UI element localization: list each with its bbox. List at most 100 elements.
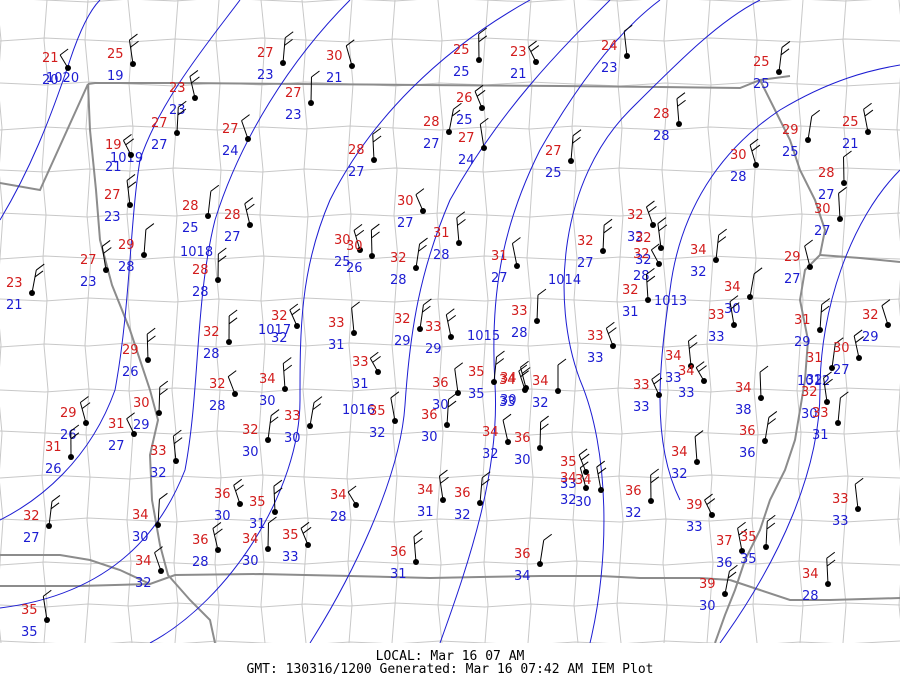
wind-barb-flag xyxy=(59,48,69,56)
wind-barb-staff xyxy=(146,334,149,361)
station-dewpoint: 27 xyxy=(814,224,831,239)
wind-barb-flag xyxy=(780,48,790,56)
wind-barb-flag xyxy=(540,415,549,423)
wind-barb-flag xyxy=(159,380,169,388)
station-temperature: 36 xyxy=(192,533,209,548)
wind-barb-flag xyxy=(246,203,255,211)
isobar-label: 1020 xyxy=(46,71,79,86)
wind-barb-staff xyxy=(419,304,424,330)
station-dot xyxy=(131,431,137,437)
station-temperature: 30 xyxy=(326,49,343,64)
wind-barb-flag xyxy=(439,469,448,477)
station-temperature: 32 xyxy=(390,251,407,266)
station-dewpoint: 28 xyxy=(653,129,670,144)
wind-barb-staff xyxy=(715,235,720,261)
station-dewpoint: 30 xyxy=(421,430,438,445)
wind-barb-flag xyxy=(781,41,791,48)
station-temperature: 29 xyxy=(60,406,77,421)
wind-barb-flag xyxy=(345,39,355,47)
station-temperature: 23 xyxy=(510,45,527,60)
wind-barb-flag xyxy=(422,305,431,313)
isobar-label: 1013 xyxy=(654,294,687,309)
wind-barb-staff xyxy=(749,273,755,298)
isobar-label: 1015 xyxy=(467,329,500,344)
station-temperature: 33 xyxy=(284,409,301,424)
station-dot xyxy=(865,129,871,135)
station-dewpoint: 29 xyxy=(425,342,442,357)
county-line xyxy=(258,0,266,643)
wind-barb-flag xyxy=(481,478,490,486)
station-dewpoint: 25 xyxy=(545,166,562,181)
wind-barb-staff xyxy=(456,217,460,244)
wind-barb-flag xyxy=(125,138,135,146)
station-dewpoint: 38 xyxy=(735,403,752,418)
station-dot xyxy=(215,547,221,553)
station-dot xyxy=(308,100,314,106)
station-temperature: 35 xyxy=(468,365,485,380)
station-dewpoint: 25 xyxy=(782,145,799,160)
wind-barb-flag xyxy=(811,109,821,117)
wind-barb-staff xyxy=(764,417,770,442)
station-dot xyxy=(537,561,543,567)
station-dewpoint: 33 xyxy=(633,400,650,415)
station-temperature: 36 xyxy=(421,408,438,423)
station-temperature: 25 xyxy=(842,115,859,130)
station-dewpoint: 27 xyxy=(108,439,125,454)
station-dot xyxy=(272,509,278,515)
station-temperature: 39 xyxy=(686,498,703,513)
wind-barb-flag xyxy=(540,423,549,431)
wind-barb-flag xyxy=(228,317,238,325)
station-dewpoint: 35 xyxy=(21,625,38,640)
station-temperature: 34 xyxy=(724,280,741,295)
wind-barb-staff xyxy=(539,422,542,449)
station-dewpoint: 27 xyxy=(423,137,440,152)
station-dewpoint: 30 xyxy=(801,407,818,422)
station-dewpoint: 28 xyxy=(390,273,407,288)
station-temperature: 33 xyxy=(352,355,369,370)
county-line xyxy=(0,387,900,393)
station-dot xyxy=(307,423,313,429)
wind-barb-staff xyxy=(645,274,649,301)
wind-barb-staff xyxy=(273,486,276,513)
wind-barb-staff xyxy=(207,191,212,217)
station-dewpoint: 32 xyxy=(671,467,688,482)
wind-barb-flag xyxy=(355,229,365,237)
station-dot xyxy=(568,158,574,164)
station-temperature: 31 xyxy=(491,249,508,264)
county-line xyxy=(571,0,579,643)
station-temperature: 31 xyxy=(45,440,62,455)
station-dewpoint: 28 xyxy=(203,347,220,362)
wind-barb-flag xyxy=(126,174,136,181)
station-temperature: 25 xyxy=(753,55,770,70)
wind-barb-staff xyxy=(778,47,783,73)
station-dot xyxy=(479,105,485,111)
isobar-labels: 1020 1019 1018 1017 1016 1015 1014 1013 … xyxy=(46,71,830,418)
station-temperature: 32 xyxy=(271,309,288,324)
station-dot xyxy=(127,202,133,208)
wind-barb-staff xyxy=(454,368,459,394)
wind-barb-flag xyxy=(80,396,89,403)
wind-barb-flag xyxy=(457,218,466,226)
station-dewpoint: 33 xyxy=(686,520,703,535)
state-boundary-il xyxy=(819,254,900,263)
station-temperature: 23 xyxy=(169,81,186,96)
wind-barb-flag xyxy=(766,514,776,522)
wind-barb-flag xyxy=(557,358,567,366)
wind-barb-flag xyxy=(353,223,363,231)
wind-barb-flag xyxy=(130,40,139,48)
